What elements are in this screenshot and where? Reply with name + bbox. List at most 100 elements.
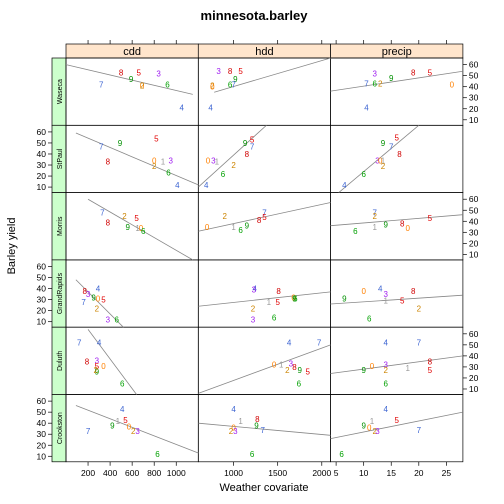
point-StPaul-cdd-5: 1 [161,158,166,167]
y-tick-label-StPaul-40: 40 [37,149,47,159]
point-Duluth-cdd-6: 9 [95,367,100,376]
point-Crookston-cdd-6: 2 [131,427,136,436]
point-Duluth-hdd-1: 7 [317,339,322,348]
point-Waseca-hdd-2: 5 [238,67,243,76]
point-Crookston-hdd-2: 8 [255,415,260,424]
point-Crookston-hdd-1: 1 [238,417,243,426]
point-Morris-hdd-5: 1 [231,223,236,232]
point-Morris-precip-7: 6 [353,227,358,236]
y-tick-label-Crookston-60: 60 [37,396,47,406]
point-Morris-precip-2: 5 [428,214,433,223]
point-Waseca-precip-7: 0 [450,80,455,89]
y-tick-label-Waseca-50: 50 [469,71,479,81]
point-Waseca-precip-1: 8 [411,68,416,77]
point-Duluth-precip-5: 2 [383,366,388,375]
point-Waseca-hdd-8: 4 [208,104,213,113]
point-StPaul-hdd-9: 4 [204,181,209,190]
point-GrandRapids-hdd-0: 4 [253,285,258,294]
point-Waseca-hdd-5: 7 [231,80,236,89]
point-Crookston-cdd-5: 7 [86,427,91,436]
x-tick-label-precip-5: 5 [334,468,339,478]
x-axis-label: Weather covariate [219,482,308,494]
point-Waseca-hdd-4: 6 [228,80,233,89]
fit-line-Waseca-cdd [65,64,193,95]
strip-label-Morris: Morris [57,216,64,236]
y-tick-label-StPaul-20: 20 [37,171,47,181]
point-Crookston-cdd-2: 5 [123,416,128,425]
point-Morris-cdd-6: 0 [139,224,144,233]
point-Waseca-precip-6: 2 [378,79,383,88]
point-StPaul-hdd-4: 0 [206,157,211,166]
y-tick-label-StPaul-50: 50 [37,138,47,148]
point-GrandRapids-hdd-5: 6 [293,295,298,304]
y-tick-label-Morris-30: 30 [469,227,479,237]
point-StPaul-cdd-4: 3 [169,157,174,166]
point-Morris-hdd-0: 7 [262,208,267,217]
strip-label-cdd: cdd [123,46,141,58]
panel-Morris-precip [330,192,464,261]
point-GrandRapids-cdd-0: 4 [96,285,101,294]
point-GrandRapids-precip-8: 6 [367,314,372,323]
point-StPaul-cdd-2: 7 [99,142,104,151]
point-Waseca-hdd-1: 8 [228,67,233,76]
point-StPaul-hdd-2: 7 [250,142,255,151]
fit-line-Crookston-cdd [75,405,199,454]
y-tick-label-Duluth-40: 40 [469,351,479,361]
point-Crookston-cdd-1: 1 [116,417,121,426]
point-Crookston-hdd-3: 9 [254,421,259,430]
point-Morris-hdd-6: 9 [245,222,250,231]
point-Duluth-precip-7: 8 [428,357,433,366]
x-tick-label-cdd-400: 400 [103,468,117,478]
y-tick-label-Crookston-20: 20 [37,440,47,450]
point-Waseca-precip-0: 3 [372,69,377,78]
point-Duluth-precip-0: 4 [383,339,388,348]
point-Crookston-hdd-7: 3 [233,427,238,436]
y-tick-label-GrandRapids-40: 40 [37,284,47,294]
x-tick-label-cdd-1000: 1000 [167,468,186,478]
point-GrandRapids-hdd-6: 1 [267,298,272,307]
point-StPaul-precip-8: 6 [361,170,366,179]
point-GrandRapids-precip-0: 4 [378,285,383,294]
panel-Waseca-cdd [65,57,199,126]
point-Waseca-cdd-0: 8 [119,68,124,77]
y-tick-label-Waseca-60: 60 [469,60,479,70]
point-Morris-cdd-1: 2 [122,212,127,221]
point-Duluth-cdd-1: 4 [97,339,102,348]
point-StPaul-hdd-1: 5 [250,136,255,145]
strip-label-StPaul: StPaul [57,148,64,169]
x-tick-label-precip-25: 25 [442,468,452,478]
point-StPaul-cdd-3: 8 [106,158,111,167]
point-Duluth-hdd-0: 4 [287,339,292,348]
x-tick-label-hdd-1000: 1000 [224,468,243,478]
point-Waseca-precip-2: 5 [428,68,433,77]
point-Duluth-precip-6: 1 [406,364,411,373]
point-Crookston-cdd-3: 9 [110,421,115,430]
point-GrandRapids-hdd-2: 8 [276,287,281,296]
fit-line-GrandRapids-cdd [75,279,124,328]
point-Crookston-hdd-6: 2 [229,427,234,436]
point-Duluth-hdd-9: 6 [297,379,302,388]
point-GrandRapids-hdd-7: 5 [275,298,280,307]
point-GrandRapids-hdd-1: 3 [252,286,257,295]
panel-Waseca-precip [330,57,464,126]
point-StPaul-cdd-7: 2 [152,162,157,171]
y-tick-label-Waseca-30: 30 [469,93,479,103]
point-GrandRapids-hdd-8: 2 [251,304,256,313]
point-GrandRapids-precip-6: 5 [400,297,405,306]
point-Waseca-cdd-7: 6 [165,80,170,89]
point-Waseca-precip-4: 6 [372,79,377,88]
y-tick-label-StPaul-30: 30 [37,160,47,170]
point-Morris-precip-5: 1 [372,223,377,232]
point-Crookston-precip-6: 3 [375,427,380,436]
point-StPaul-cdd-0: 5 [154,135,159,144]
point-GrandRapids-cdd-4: 0 [96,295,101,304]
y-tick-label-Waseca-20: 20 [469,104,479,114]
fit-line-StPaul-precip [338,124,420,193]
x-tick-label-cdd-600: 600 [125,468,139,478]
panel-Duluth-precip [330,326,464,395]
point-GrandRapids-precip-2: 8 [411,287,416,296]
point-GrandRapids-hdd-4: 9 [292,295,297,304]
fit-line-Duluth-precip [330,355,463,374]
point-Waseca-precip-8: 4 [364,104,369,113]
point-Duluth-hdd-8: 5 [305,367,310,376]
